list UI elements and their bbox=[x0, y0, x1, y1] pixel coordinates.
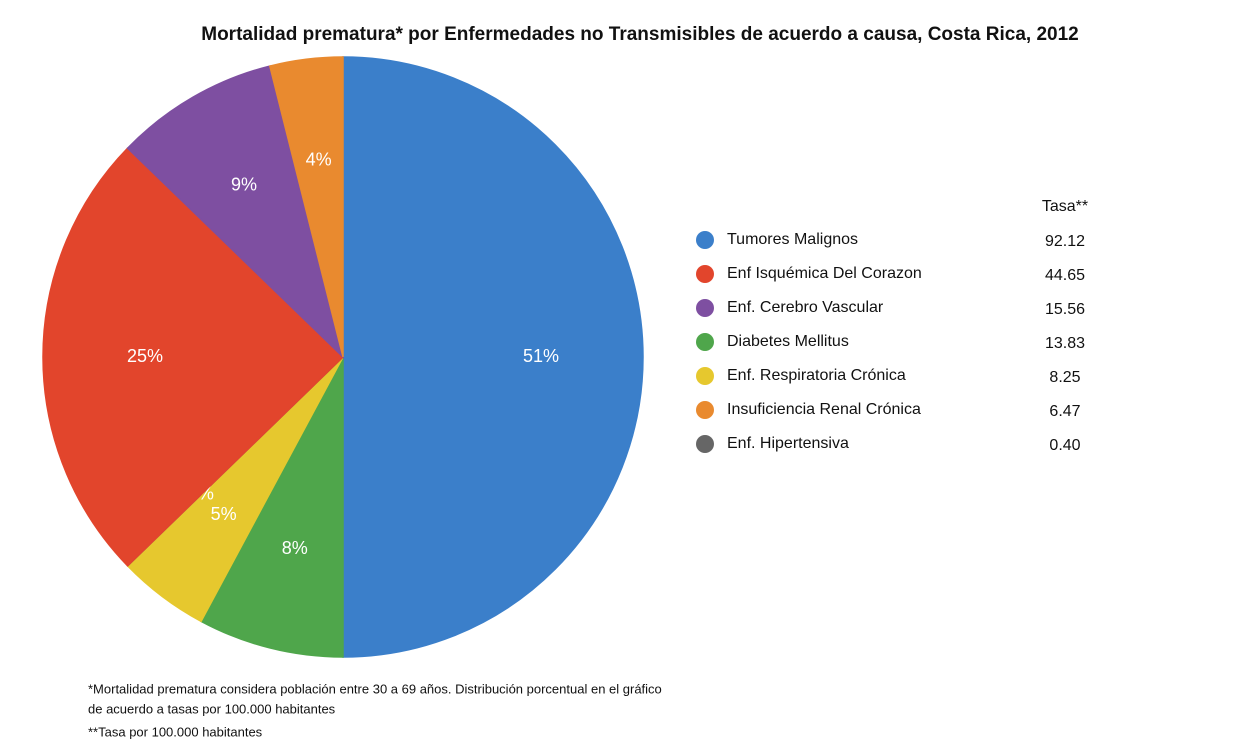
pie-slice bbox=[126, 65, 345, 360]
pie-slice bbox=[42, 147, 345, 567]
slice-label: 51% bbox=[523, 346, 559, 366]
rate-value: 15.56 bbox=[1045, 301, 1085, 318]
pie-slice bbox=[268, 56, 344, 358]
rate-value: 92.12 bbox=[1045, 233, 1085, 250]
pie-slice bbox=[342, 56, 644, 658]
rate-value: 13.83 bbox=[1045, 335, 1085, 352]
legend-swatch bbox=[696, 401, 714, 419]
slice-label: 5% bbox=[211, 504, 237, 524]
legend-swatch bbox=[696, 367, 714, 385]
legend-swatch bbox=[696, 231, 714, 249]
rate-value: 0.40 bbox=[1049, 437, 1080, 454]
legend-label: Insuficiencia Renal Crónica bbox=[727, 401, 921, 418]
chart-title: Mortalidad prematura* por Enfermedades n… bbox=[201, 24, 1078, 45]
legend-label: Diabetes Mellitus bbox=[727, 333, 849, 350]
footnote: de acuerdo a tasas por 100.000 habitante… bbox=[88, 701, 336, 716]
rate-value: 44.65 bbox=[1045, 267, 1085, 284]
slice-label: 9% bbox=[231, 174, 257, 194]
legend-swatch bbox=[696, 265, 714, 283]
legend-swatch bbox=[696, 333, 714, 351]
legend-label: Enf Isquémica Del Corazon bbox=[727, 265, 922, 282]
slice-label: 4% bbox=[306, 149, 332, 169]
slice-label: 8% bbox=[282, 538, 308, 558]
footnote: **Tasa por 100.000 habitantes bbox=[88, 724, 263, 739]
slice-label: 25% bbox=[127, 346, 163, 366]
pie-slice bbox=[200, 356, 344, 658]
legend-swatch bbox=[696, 299, 714, 317]
rate-value: 6.47 bbox=[1049, 403, 1080, 420]
footnote: *Mortalidad prematura considera població… bbox=[88, 681, 662, 696]
legend-label: Enf. Cerebro Vascular bbox=[727, 299, 884, 316]
rate-value: 8.25 bbox=[1049, 369, 1080, 386]
legend-label: Enf. Hipertensiva bbox=[727, 435, 849, 452]
legend-swatch bbox=[696, 435, 714, 453]
legend-label: Enf. Respiratoria Crónica bbox=[727, 367, 906, 384]
legend-label: Tumores Malignos bbox=[727, 231, 858, 248]
rate-header: Tasa** bbox=[1042, 198, 1088, 215]
